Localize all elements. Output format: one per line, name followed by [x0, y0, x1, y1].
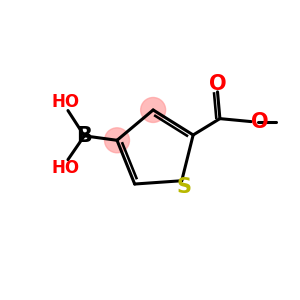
Text: HO: HO [52, 159, 80, 177]
Circle shape [104, 128, 130, 153]
Circle shape [141, 98, 166, 122]
Text: O: O [250, 112, 268, 132]
Text: S: S [177, 177, 192, 197]
Text: B: B [76, 126, 92, 146]
Text: HO: HO [52, 93, 80, 111]
Text: O: O [209, 74, 226, 94]
